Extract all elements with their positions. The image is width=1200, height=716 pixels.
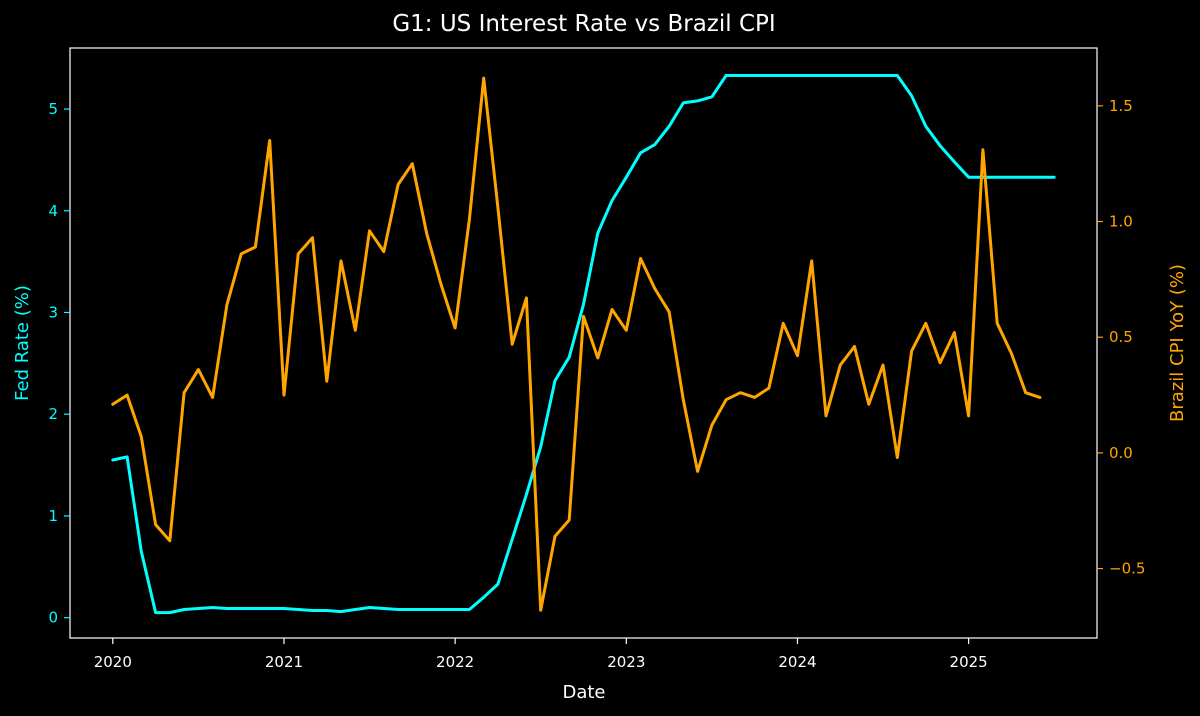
y-left-tick-label: 0 (48, 609, 58, 627)
y-left-tick-label: 1 (48, 507, 58, 525)
x-tick-label: 2023 (607, 653, 645, 671)
x-axis-title: Date (562, 682, 605, 703)
y-left-tick-label: 5 (48, 100, 58, 118)
y-right-tick-label: −0.5 (1109, 560, 1145, 578)
plot-lines (111, 74, 1056, 615)
chart-title: G1: US Interest Rate vs Brazil CPI (392, 11, 775, 37)
y-axis-left: 0 1 2 3 4 5 (48, 100, 70, 627)
y-axis-right-title: Brazil CPI YoY (%) (1167, 264, 1188, 422)
plot-frame (69, 47, 1098, 639)
y-left-tick-label: 2 (48, 405, 58, 423)
y-axis-right: −0.5 0.0 0.5 1.0 1.5 (1097, 97, 1145, 578)
y-right-tick-label: 1.0 (1109, 213, 1133, 231)
y-right-tick-label: 0.5 (1109, 328, 1133, 346)
x-tick-label: 2024 (778, 653, 816, 671)
y-right-tick-label: 0.0 (1109, 444, 1133, 462)
x-tick-label: 2022 (436, 653, 474, 671)
y-left-tick-label: 3 (48, 303, 58, 321)
x-tick-label: 2025 (950, 653, 988, 671)
y-right-tick-label: 1.5 (1109, 97, 1133, 115)
fed-rate-line (111, 74, 1056, 615)
brazil-cpi-line (111, 76, 1042, 612)
x-tick-label: 2020 (94, 653, 132, 671)
y-axis-left-title: Fed Rate (%) (12, 285, 33, 401)
y-left-tick-label: 4 (48, 202, 58, 220)
x-tick-label: 2021 (265, 653, 303, 671)
x-axis: 2020 2021 2022 2023 2024 2025 (94, 638, 988, 671)
